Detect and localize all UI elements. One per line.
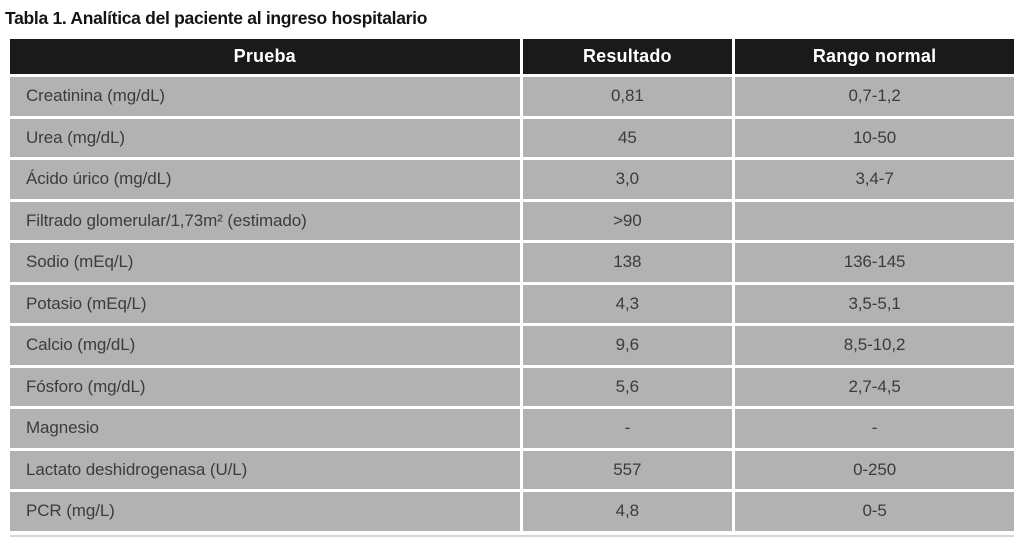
cell-resultado: 3,0 <box>522 160 733 199</box>
column-header-resultado: Resultado <box>522 39 733 74</box>
cell-resultado: 4,8 <box>522 492 733 531</box>
cell-rango: 10-50 <box>735 118 1014 157</box>
table-row: Filtrado glomerular/1,73m² (estimado) >90 <box>10 201 1014 240</box>
table-row: Potasio (mEq/L) 4,3 3,5-5,1 <box>10 284 1014 323</box>
cell-prueba: Fósforo (mg/dL) <box>10 367 520 406</box>
cell-rango: 3,4-7 <box>735 160 1014 199</box>
table-row: PCR (mg/L) 4,8 0-5 <box>10 492 1014 531</box>
cell-rango: - <box>735 409 1014 448</box>
cell-resultado: 45 <box>522 118 733 157</box>
cell-rango: 136-145 <box>735 243 1014 282</box>
table-bottom-rule <box>10 534 1014 537</box>
column-header-prueba: Prueba <box>10 39 520 74</box>
table-row: Fósforo (mg/dL) 5,6 2,7-4,5 <box>10 367 1014 406</box>
lab-results-table: Prueba Resultado Rango normal Creatinina… <box>7 36 1017 534</box>
cell-prueba: Calcio (mg/dL) <box>10 326 520 365</box>
table-row: Sodio (mEq/L) 138 136-145 <box>10 243 1014 282</box>
cell-prueba: Filtrado glomerular/1,73m² (estimado) <box>10 201 520 240</box>
cell-rango: 2,7-4,5 <box>735 367 1014 406</box>
cell-rango: 0,7-1,2 <box>735 77 1014 116</box>
table-title: Tabla 1. Analítica del paciente al ingre… <box>5 8 428 28</box>
column-header-rango: Rango normal <box>735 39 1014 74</box>
cell-prueba: PCR (mg/L) <box>10 492 520 531</box>
table-row: Calcio (mg/dL) 9,6 8,5-10,2 <box>10 326 1014 365</box>
cell-resultado: 138 <box>522 243 733 282</box>
table-body: Creatinina (mg/dL) 0,81 0,7-1,2 Urea (mg/dL… <box>10 77 1014 531</box>
cell-resultado: 5,6 <box>522 367 733 406</box>
cell-resultado: 4,3 <box>522 284 733 323</box>
cell-rango: 0-250 <box>735 450 1014 489</box>
cell-resultado: 557 <box>522 450 733 489</box>
cell-prueba: Lactato deshidrogenasa (U/L) <box>10 450 520 489</box>
table-row: Urea (mg/dL) 45 10-50 <box>10 118 1014 157</box>
header-row: Prueba Resultado Rango normal <box>10 39 1014 74</box>
table-row: Ácido úrico (mg/dL) 3,0 3,4-7 <box>10 160 1014 199</box>
table-row: Lactato deshidrogenasa (U/L) 557 0-250 <box>10 450 1014 489</box>
cell-prueba: Sodio (mEq/L) <box>10 243 520 282</box>
cell-rango: 3,5-5,1 <box>735 284 1014 323</box>
table-row: Magnesio - - <box>10 409 1014 448</box>
cell-resultado: >90 <box>522 201 733 240</box>
cell-rango: 0-5 <box>735 492 1014 531</box>
cell-prueba: Magnesio <box>10 409 520 448</box>
cell-rango: 8,5-10,2 <box>735 326 1014 365</box>
cell-prueba: Ácido úrico (mg/dL) <box>10 160 520 199</box>
cell-resultado: 0,81 <box>522 77 733 116</box>
cell-prueba: Creatinina (mg/dL) <box>10 77 520 116</box>
cell-resultado: 9,6 <box>522 326 733 365</box>
cell-rango <box>735 201 1014 240</box>
cell-prueba: Potasio (mEq/L) <box>10 284 520 323</box>
table-row: Creatinina (mg/dL) 0,81 0,7-1,2 <box>10 77 1014 116</box>
cell-prueba: Urea (mg/dL) <box>10 118 520 157</box>
cell-resultado: - <box>522 409 733 448</box>
